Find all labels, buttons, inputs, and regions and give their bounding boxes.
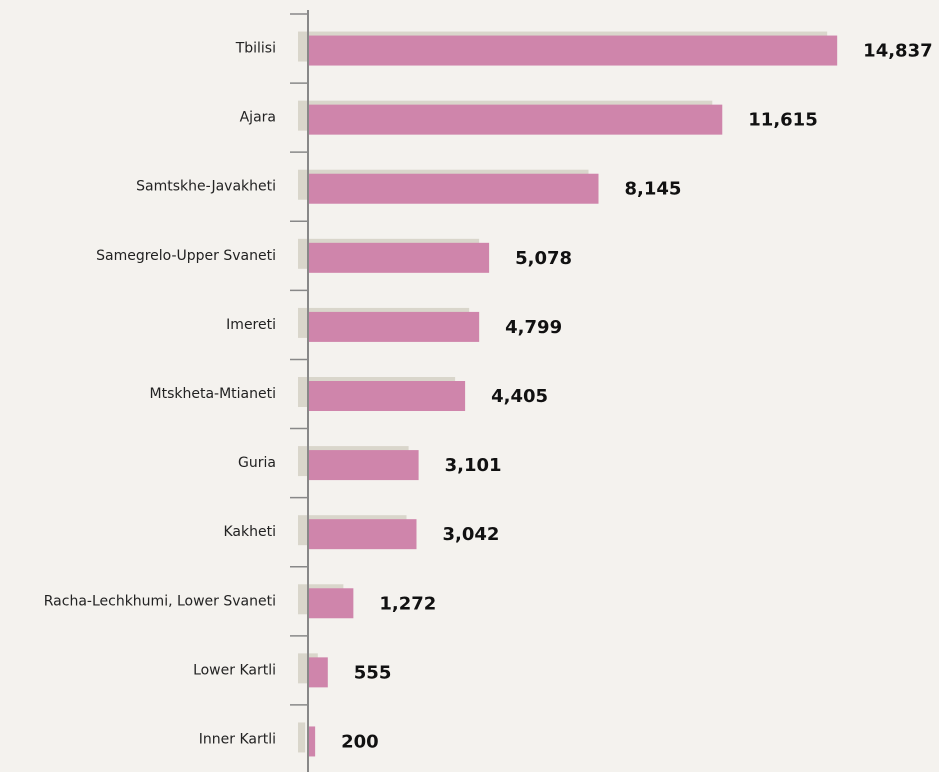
y-tick-label: Lower Kartli: [193, 662, 276, 678]
y-tick-label: Guria: [238, 455, 276, 471]
bar: [308, 311, 480, 342]
data-label: 555: [354, 662, 392, 683]
bar-shadow: [298, 722, 306, 753]
y-tick-label: Samegrelo-Upper Svaneti: [96, 248, 276, 264]
data-label: 14,837: [863, 41, 932, 62]
bar: [308, 104, 723, 135]
bar: [308, 35, 838, 66]
data-label: 5,078: [515, 248, 572, 269]
data-label: 1,272: [379, 593, 436, 614]
bar: [308, 173, 599, 204]
y-tick-label: Tbilisi: [235, 41, 276, 57]
bar: [308, 450, 419, 481]
y-tick-label: Mtskheta-Mtianeti: [150, 386, 276, 402]
bar: [308, 657, 328, 688]
data-label: 3,101: [445, 455, 502, 476]
bar: [308, 242, 490, 273]
data-label: 200: [341, 731, 379, 752]
bar: [308, 381, 466, 411]
data-label: 3,042: [442, 524, 499, 545]
data-label: 4,799: [505, 317, 562, 338]
y-tick-label: Inner Kartli: [199, 731, 276, 747]
data-label: 11,615: [748, 110, 817, 131]
bar: [308, 726, 316, 757]
bar: [308, 588, 354, 619]
bar: [308, 519, 417, 550]
y-tick-label: Samtskhe-Javakheti: [136, 179, 276, 195]
y-tick-label: Imereti: [226, 317, 276, 333]
y-tick-label: Racha-Lechkhumi, Lower Svaneti: [44, 593, 276, 609]
y-tick-label: Ajara: [240, 110, 276, 126]
data-label: 4,405: [491, 386, 548, 407]
data-label: 8,145: [625, 179, 682, 200]
y-tick-label: Kakheti: [224, 524, 277, 540]
